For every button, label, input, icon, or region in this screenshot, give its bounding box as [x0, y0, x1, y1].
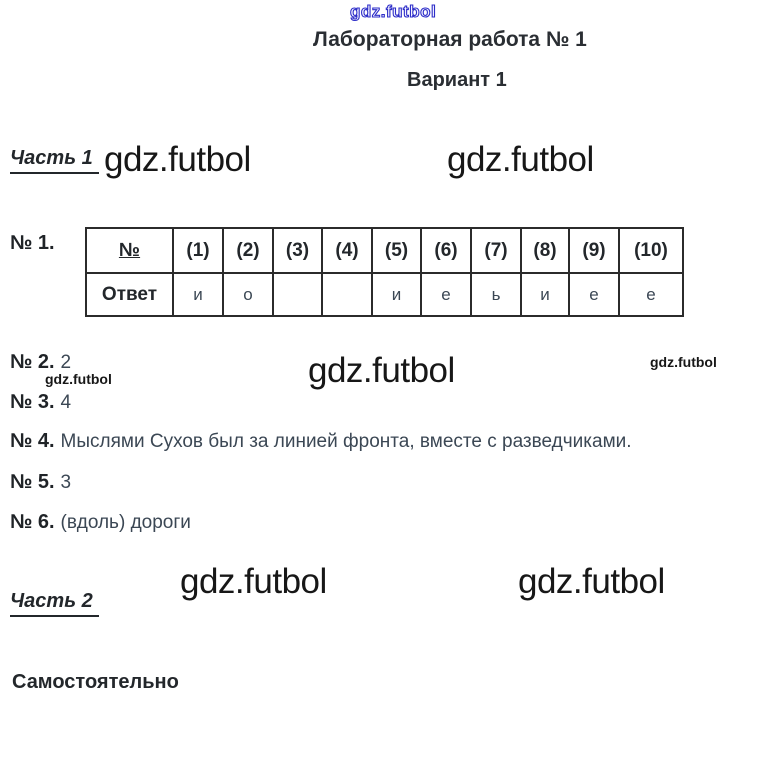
table-corner-cell: №	[85, 227, 174, 274]
question-3-answer: 4	[60, 392, 72, 413]
table-answer-cell: о	[222, 272, 274, 317]
watermark-part1-right: gdz.futbol	[447, 140, 594, 179]
answers-table: № (1) (2) (3) (4) (5) (6) (7) (8) (9) (1…	[85, 227, 684, 317]
question-4-label: № 4.	[10, 430, 55, 452]
table-answer-cell: е	[618, 272, 684, 317]
table-answer-cell: ь	[470, 272, 522, 317]
question-6-answer: (вдоль) дороги	[60, 512, 191, 533]
table-col-header: (10)	[618, 227, 684, 274]
table-answer-cell: и	[371, 272, 422, 317]
question-1-label: № 1.	[10, 232, 55, 254]
table-col-header: (6)	[420, 227, 472, 274]
table-col-header: (7)	[470, 227, 522, 274]
watermark-part1-left: gdz.futbol	[104, 140, 251, 179]
footer-note: Самостоятельно	[12, 671, 179, 693]
table-col-header: (5)	[371, 227, 422, 274]
watermark-middle-right: gdz.futbol	[650, 354, 717, 370]
table-answer-cell: е	[568, 272, 620, 317]
question-4-answer: Мыслями Сухов был за линией фронта, вмес…	[60, 431, 632, 452]
question-2-label: № 2.	[10, 351, 55, 373]
section-part1-heading: Часть 1	[10, 147, 99, 174]
table-col-header: (8)	[520, 227, 570, 274]
question-3-label: № 3.	[10, 391, 55, 413]
question-6-label: № 6.	[10, 511, 55, 533]
question-2-answer: 2	[60, 352, 72, 373]
question-5-answer: 3	[60, 472, 72, 493]
table-col-header: (2)	[222, 227, 274, 274]
table-col-header: (9)	[568, 227, 620, 274]
question-5: № 5. 3	[10, 471, 71, 494]
table-answer-cell	[321, 272, 373, 317]
watermark-q2-below: gdz.futbol	[45, 371, 112, 387]
table-header-row: № (1) (2) (3) (4) (5) (6) (7) (8) (9) (1…	[85, 227, 684, 274]
watermark-part2-left: gdz.futbol	[180, 562, 327, 601]
question-2: № 2. 2	[10, 351, 71, 374]
table-answer-row: Ответ и о и е ь и е е	[85, 272, 684, 317]
question-4: № 4. Мыслями Сухов был за линией фронта, …	[10, 430, 632, 453]
table-answer-cell: и	[172, 272, 224, 317]
watermark-top: gdz.futbol	[349, 1, 437, 21]
table-answer-cell	[272, 272, 323, 317]
question-3: № 3. 4	[10, 391, 71, 414]
table-col-header: (4)	[321, 227, 373, 274]
table-answer-cell: и	[520, 272, 570, 317]
watermark-middle: gdz.futbol	[308, 351, 455, 390]
watermark-part2-right: gdz.futbol	[518, 562, 665, 601]
variant-subtitle: Вариант 1	[407, 69, 507, 91]
question-5-label: № 5.	[10, 471, 55, 493]
table-answer-cell: е	[420, 272, 472, 317]
table-answer-label: Ответ	[85, 272, 174, 317]
table-col-header: (1)	[172, 227, 224, 274]
section-part2-heading: Часть 2	[10, 590, 99, 617]
question-6: № 6. (вдоль) дороги	[10, 511, 191, 534]
page-title: Лабораторная работа № 1	[313, 28, 587, 51]
table-col-header: (3)	[272, 227, 323, 274]
